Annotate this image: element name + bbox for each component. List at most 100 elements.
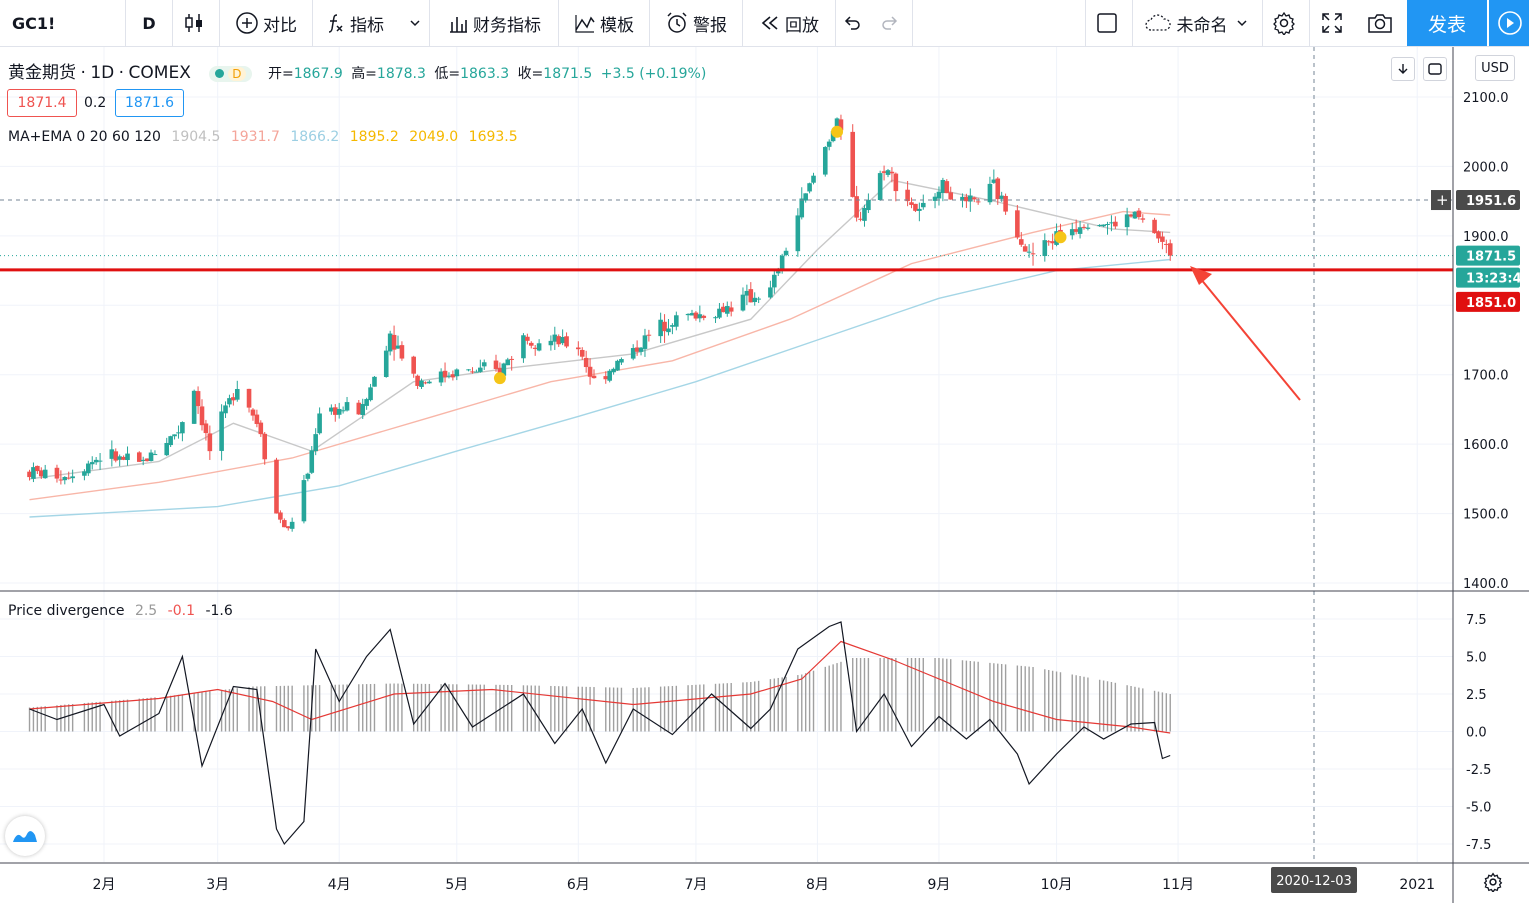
candle-body [66,477,72,479]
candle-body [995,178,1001,200]
candle-body [1097,224,1102,226]
divergence-legend: Price divergence 2.5 -0.1 -1.6 [8,603,233,619]
replay-button[interactable]: 回放 [743,0,836,46]
candle-body [176,432,181,434]
candle-body [501,363,507,376]
symbol-search-button[interactable]: GC1! [0,0,126,46]
play-button[interactable] [1488,0,1529,46]
candle-body [807,183,812,192]
time-axis-label: 3月 [206,877,229,893]
signal-marker [831,125,844,138]
candle-body [670,325,675,327]
candle-body [97,460,103,462]
redo-button[interactable] [872,0,913,46]
signal-line [29,640,1171,734]
market-status-badge[interactable]: D [209,65,252,82]
candle-body [109,449,115,459]
candle-body [140,459,146,462]
candle-body [768,287,773,298]
indicators-button[interactable]: 指标 [324,0,404,46]
candle-body [164,442,170,456]
bid-button[interactable]: 1871.4 [7,89,77,117]
candle-body [372,376,377,387]
series-legend: 黄金期货 · 1D · COMEX D 开=1867.9 高=1878.3 低=… [8,58,706,83]
candle-body [415,375,420,386]
candle-body [1003,195,1008,212]
currency-button[interactable]: USD [1475,55,1515,81]
candle-body [1018,239,1024,245]
chart-overlay [0,47,1453,862]
candle-body [219,411,224,451]
signal-markers [493,125,1067,385]
candle-body [850,131,856,197]
candle-body [960,196,965,201]
price-axis-label: 2000.0 [1463,160,1509,175]
axis-settings-button[interactable] [1481,870,1505,894]
price-axis-label: 2100.0 [1463,91,1509,106]
interval-button[interactable]: D [126,0,173,46]
candle-body [227,398,232,405]
alert-button[interactable]: 警报 [650,0,743,46]
crosshair-date-label: 2020-12-03 [1276,874,1352,889]
layout-name-button[interactable]: 未命名 [1132,0,1263,46]
indicator-axis-label: 2.5 [1466,688,1487,703]
candle-body [313,434,318,452]
candle-body [223,405,228,414]
indicators-dropdown[interactable] [404,0,430,46]
candle-body [1069,229,1075,236]
fullscreen-layout-button[interactable] [1085,0,1133,46]
candle-body [858,218,863,220]
candle-body [1077,227,1083,234]
financials-button[interactable]: 财务指标 [430,0,559,46]
ask-button[interactable]: 1871.6 [115,89,184,117]
arrow-down-icon [1398,64,1408,74]
indicator-axis-label: 5.0 [1466,651,1487,666]
candle-body [862,207,867,221]
templates-button[interactable]: 模板 [559,0,650,46]
settings-button[interactable] [1263,0,1310,46]
expand-icon [1322,13,1342,33]
snapshot-button[interactable] [1358,0,1406,46]
chart-canvas[interactable]: 2月 3月 4月 5月 6月 7月 8月 9月 10月 11月 2021 1400.0 1500.0 16… [0,46,1529,903]
gear-icon [1273,11,1295,35]
chart-type-button[interactable] [173,0,220,46]
candle-body [317,413,322,434]
candle-body [399,345,405,359]
exchange-name: COMEX [128,63,191,83]
candle-body [556,336,562,345]
candle-body [1124,214,1130,228]
candle-body [1164,243,1169,245]
publish-button[interactable]: 发表 [1407,0,1487,46]
candle-body [795,215,801,252]
ma20-line [29,179,1171,480]
interval-label: D [142,13,156,33]
candle-body [1113,221,1118,227]
divergence-title: Price divergence [8,603,125,619]
scroll-down-button[interactable] [1391,57,1415,81]
candle-body [125,453,130,461]
candle-body [697,314,703,319]
candle-body [1026,251,1032,253]
candle-body [470,371,475,373]
maximize-pane-button[interactable] [1423,57,1447,81]
compare-button[interactable]: 对比 [220,0,313,46]
candle-body [630,348,636,359]
tradingview-logo[interactable] [5,816,45,856]
symbol-name: 黄金期货 [8,63,76,83]
candle-body [838,119,844,131]
candle-body [195,391,201,407]
high-value: 1878.3 [376,66,426,82]
ma-value-5: 2049.0 [409,129,459,145]
candle-body [86,463,91,474]
candle-body [466,369,471,371]
candle-body [1101,224,1106,227]
candle-body [920,202,926,208]
play-icon [1497,11,1522,35]
candle-body [701,315,707,318]
candle-body [521,335,526,359]
candle-body [278,512,283,520]
candle-body [909,202,914,205]
fullscreen-button[interactable] [1310,0,1358,46]
candle-body [301,480,307,522]
undo-button[interactable] [836,0,872,46]
